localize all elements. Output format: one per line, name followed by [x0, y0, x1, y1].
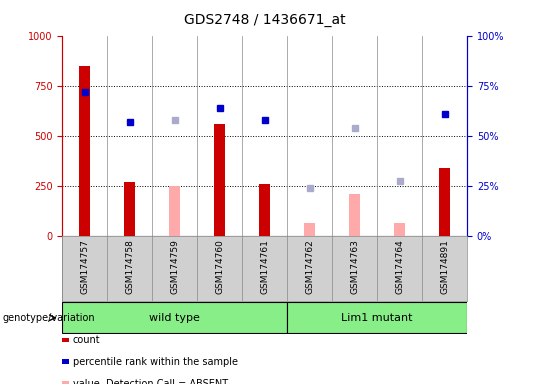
- Bar: [287, 302, 467, 333]
- Bar: [62, 302, 287, 333]
- Bar: [124, 182, 135, 236]
- Text: GSM174758: GSM174758: [125, 239, 134, 294]
- Bar: [79, 66, 90, 236]
- Text: Lim1 mutant: Lim1 mutant: [341, 313, 413, 323]
- Text: wild type: wild type: [149, 313, 200, 323]
- Bar: [304, 223, 315, 236]
- Bar: [439, 168, 450, 236]
- Bar: [259, 184, 270, 236]
- Text: GSM174763: GSM174763: [350, 239, 359, 294]
- Text: GSM174764: GSM174764: [395, 239, 404, 293]
- Bar: [349, 194, 360, 236]
- Text: GSM174761: GSM174761: [260, 239, 269, 294]
- Text: GDS2748 / 1436671_at: GDS2748 / 1436671_at: [184, 13, 346, 27]
- Text: GSM174762: GSM174762: [305, 239, 314, 293]
- Text: genotype/variation: genotype/variation: [3, 313, 96, 323]
- Bar: [169, 186, 180, 236]
- Text: GSM174760: GSM174760: [215, 239, 224, 294]
- Bar: [214, 124, 225, 236]
- Text: GSM174759: GSM174759: [170, 239, 179, 294]
- Text: count: count: [73, 335, 100, 345]
- Text: percentile rank within the sample: percentile rank within the sample: [73, 357, 238, 367]
- Text: value, Detection Call = ABSENT: value, Detection Call = ABSENT: [73, 379, 228, 384]
- Text: GSM174757: GSM174757: [80, 239, 89, 294]
- Text: GSM174891: GSM174891: [440, 239, 449, 294]
- Bar: [394, 223, 405, 236]
